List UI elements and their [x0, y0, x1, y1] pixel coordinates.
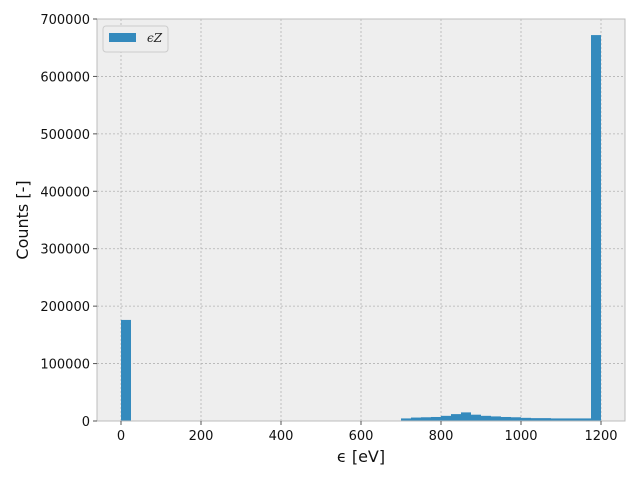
histogram-bar: [491, 416, 501, 421]
histogram-bar: [561, 418, 571, 421]
histogram-bar: [571, 418, 581, 421]
axis-ticks: [93, 18, 602, 425]
histogram-bar: [531, 418, 541, 421]
y-tick-label: 700000: [40, 13, 90, 28]
y-tick-label: 400000: [40, 185, 90, 200]
x-tick-label: 1200: [584, 429, 617, 444]
x-tick-label: 600: [349, 429, 374, 444]
histogram-bar: [581, 418, 591, 421]
histogram-bar: [451, 414, 461, 421]
y-tick-label: 200000: [40, 300, 90, 315]
histogram-bar: [481, 415, 491, 421]
histogram-bar: [401, 418, 411, 421]
histogram-bar: [431, 416, 441, 421]
y-axis-label: Counts [-]: [13, 180, 32, 259]
legend-swatch: [109, 33, 136, 42]
histogram-bar: [501, 416, 511, 421]
histogram-bar: [551, 418, 561, 421]
histogram-bar: [411, 417, 421, 421]
y-tick-label: 500000: [40, 128, 90, 143]
axis-labels: 0 200 400 600 800 1000 1200 0 100000 200000 300000…: [13, 13, 618, 466]
x-tick-label: 0: [117, 429, 125, 444]
x-tick-label: 200: [189, 429, 214, 444]
histogram-bar: [521, 417, 531, 421]
x-axis-label: ϵ [eV]: [337, 447, 385, 466]
x-tick-label: 800: [429, 429, 454, 444]
x-tick-label: 400: [269, 429, 294, 444]
legend: ϵZ: [102, 25, 169, 53]
histogram-bar: [421, 417, 431, 421]
histogram-bar: [471, 414, 481, 421]
histogram-bars: [121, 35, 601, 421]
legend-entry-label: ϵZ: [147, 31, 163, 45]
histogram-bar: [461, 412, 471, 421]
y-tick-label: 300000: [40, 243, 90, 258]
histogram-bar: [591, 35, 601, 421]
histogram-bar: [541, 418, 551, 421]
y-tick-label: 100000: [40, 358, 90, 373]
x-tick-label: 1000: [504, 429, 537, 444]
y-tick-label: 0: [82, 415, 90, 430]
histogram-bar: [121, 319, 131, 421]
y-tick-label: 600000: [40, 70, 90, 85]
histogram-bar: [441, 415, 451, 421]
histogram-bar: [511, 417, 521, 421]
